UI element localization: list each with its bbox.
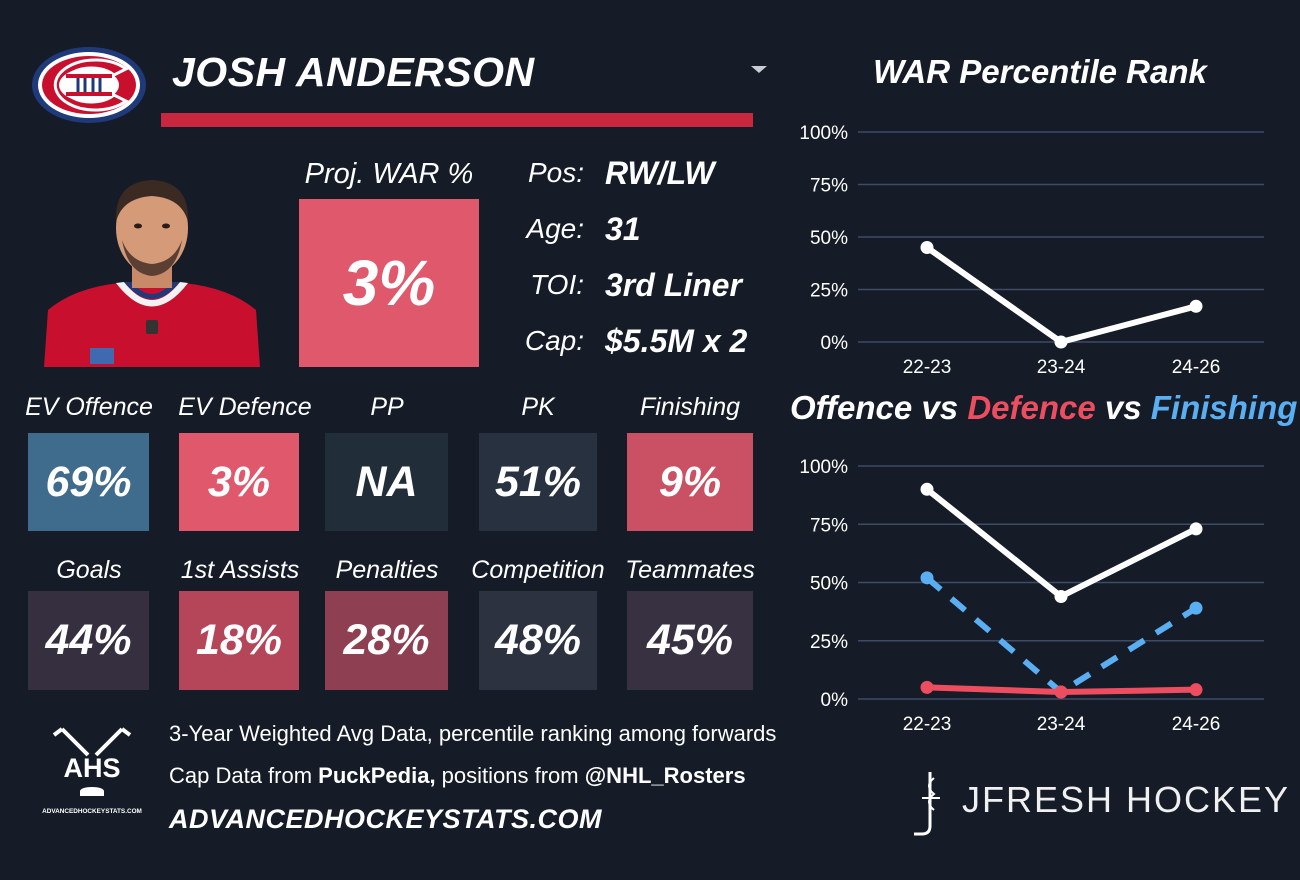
footer-line-2: Cap Data from PuckPedia, positions from …	[169, 763, 746, 788]
tile-pk: 51%	[479, 433, 597, 531]
team-logo	[32, 47, 146, 123]
cap-label: Cap:	[524, 325, 584, 356]
y-tick-label: 50%	[810, 574, 848, 595]
x-tick-label: 23-24	[1037, 357, 1086, 378]
proj-war-value: 3%	[299, 199, 479, 367]
tile-finishing: 9%	[627, 433, 753, 531]
series-line-offence	[924, 486, 1199, 600]
tile-label-1st-assists: 1st Assists	[180, 556, 300, 584]
site-url-link[interactable]: ADVANCEDHOCKEYSTATS.COM	[169, 804, 603, 834]
data-point-offence	[1054, 589, 1068, 603]
data-point-offence	[1189, 522, 1203, 536]
toi-label: TOI:	[530, 269, 584, 300]
puckpedia-link[interactable]: PuckPedia,	[318, 763, 436, 788]
offence-defence-finishing-chart: 100% 75% 50% 25% 0% 22-23 23-24 24-26	[799, 457, 1264, 735]
toi-value: 3rd Liner	[605, 267, 742, 303]
jfresh-logo-icon	[914, 772, 940, 836]
x-tick-label: 22-23	[903, 357, 952, 378]
y-tick-label: 100%	[799, 123, 848, 144]
data-point-war	[1189, 299, 1203, 313]
tile-label-competition: Competition	[471, 556, 605, 584]
x-tick-label: 24-26	[1172, 714, 1221, 735]
y-tick-label: 25%	[810, 632, 848, 653]
tile-label-pp: PP	[370, 393, 404, 421]
x-tick-label: 22-23	[903, 714, 952, 735]
y-tick-label: 100%	[799, 457, 848, 478]
data-point-war	[920, 241, 934, 254]
tile-pp: NA	[325, 433, 448, 531]
cap-value: $5.5M x 2	[605, 323, 748, 359]
y-tick-label: 0%	[821, 333, 849, 354]
age-label: Age:	[526, 213, 584, 244]
data-point-defence	[920, 680, 934, 694]
tile-competition: 48%	[479, 591, 597, 690]
tile-label-ev-offence: EV Offence	[25, 393, 153, 421]
y-tick-label: 75%	[810, 176, 848, 197]
tile-label-penalties: Penalties	[335, 556, 439, 584]
age-value: 31	[605, 211, 641, 247]
ovd-chart-title: Offence vs Defence vs Finishing	[790, 389, 1298, 426]
tile-label-ev-defence: EV Defence	[178, 393, 312, 421]
data-point-finishing	[920, 571, 934, 585]
tile-goals: 44%	[28, 591, 149, 690]
ahs-logo-text: AHS	[63, 753, 120, 783]
tile-1st-assists: 18%	[179, 591, 299, 690]
nhl-rosters-link[interactable]: @NHL_Rosters	[584, 763, 746, 788]
tile-label-pk: PK	[521, 393, 555, 421]
data-point-war	[1054, 335, 1068, 349]
data-point-defence	[1054, 685, 1068, 699]
tile-label-goals: Goals	[56, 556, 122, 584]
data-point-finishing	[1189, 601, 1203, 615]
y-tick-label: 75%	[810, 515, 848, 536]
ahs-logo: AHS ADVANCEDHOCKEYSTATS.COM	[42, 727, 142, 815]
series-line-war	[924, 244, 1199, 345]
jfresh-brand: JFRESH HOCKEY	[962, 779, 1291, 820]
name-underline	[161, 113, 753, 127]
tile-ev-offence: 69%	[28, 433, 149, 531]
tile-ev-defence: 3%	[179, 433, 299, 531]
tile-label-teammates: Teammates	[625, 556, 755, 584]
ahs-logo-small-text: ADVANCEDHOCKEYSTATS.COM	[42, 808, 142, 815]
war-percentile-chart: 100% 75% 50% 25% 0% 22-23 23-24 24-26	[799, 123, 1264, 378]
pos-label: Pos:	[527, 157, 584, 188]
player-headshot	[44, 180, 260, 367]
tile-penalties: 28%	[325, 591, 448, 690]
data-point-offence	[920, 482, 934, 496]
tile-teammates: 45%	[627, 591, 753, 690]
data-point-defence	[1189, 683, 1203, 697]
proj-war-label: Proj. WAR %	[304, 158, 474, 190]
player-name: JOSH ANDERSON	[172, 49, 535, 95]
footer-line-1: 3-Year Weighted Avg Data, percentile ran…	[169, 721, 777, 746]
y-tick-label: 25%	[810, 281, 848, 302]
tile-label-finishing: Finishing	[639, 393, 741, 421]
y-tick-label: 0%	[821, 690, 849, 711]
x-tick-label: 24-26	[1172, 357, 1221, 378]
chevron-down-icon[interactable]	[748, 60, 770, 78]
pos-value: RW/LW	[605, 155, 715, 191]
x-tick-label: 23-24	[1037, 714, 1086, 735]
y-tick-label: 50%	[810, 228, 848, 249]
war-chart-title: WAR Percentile Rank	[873, 53, 1207, 90]
